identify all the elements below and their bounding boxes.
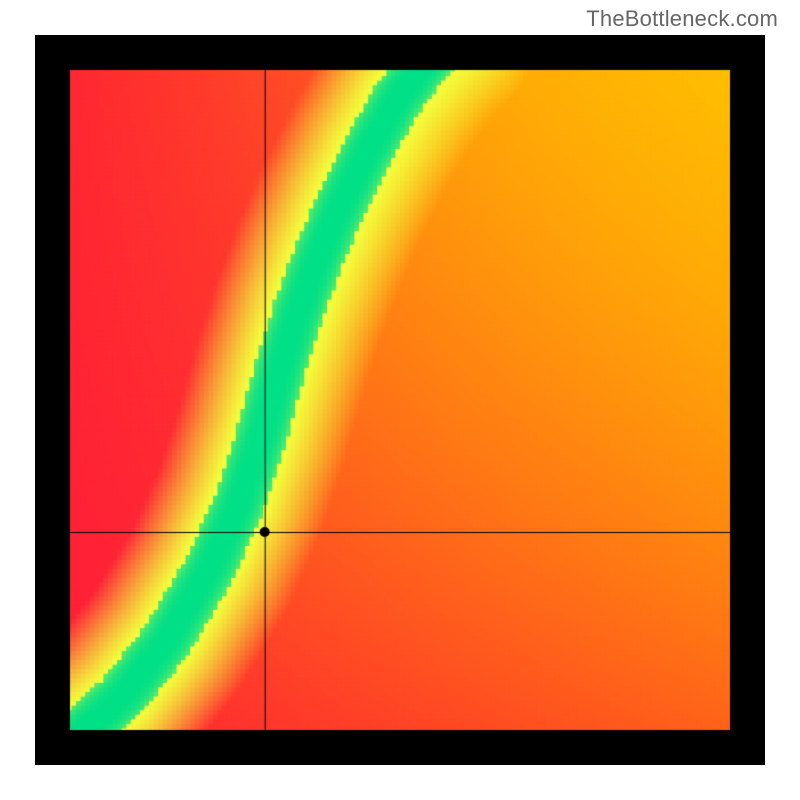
bottleneck-heatmap [35,35,765,765]
chart-container: TheBottleneck.com [0,0,800,800]
watermark-text: TheBottleneck.com [586,6,778,32]
